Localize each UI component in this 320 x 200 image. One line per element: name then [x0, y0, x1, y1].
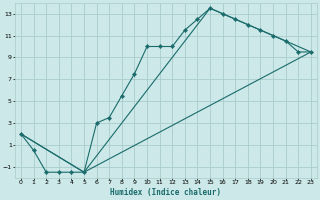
X-axis label: Humidex (Indice chaleur): Humidex (Indice chaleur)	[110, 188, 221, 197]
